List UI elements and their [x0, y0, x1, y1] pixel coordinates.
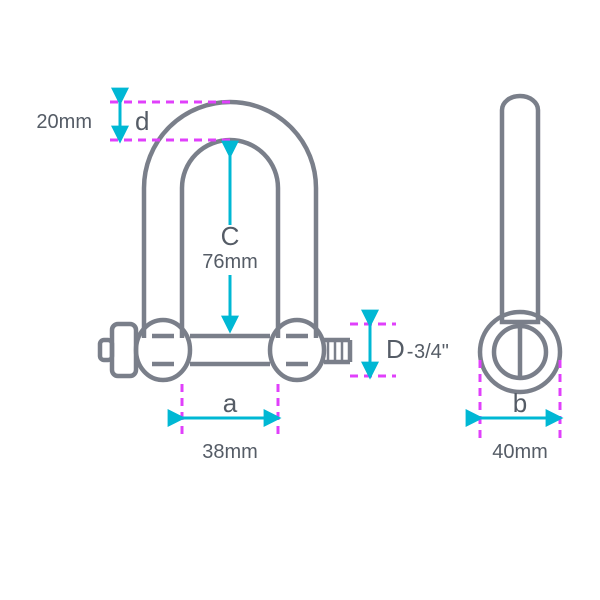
eye-left [136, 320, 190, 380]
dim-a-value: 38mm [202, 441, 258, 463]
side-view: b 40mm [480, 96, 560, 463]
dim-a-label: a [223, 388, 238, 418]
pin-nub [100, 340, 112, 360]
dim-b-value: 40mm [492, 441, 548, 463]
front-view: 20mm d C 76mm D- 3/4" a 38mm [36, 102, 448, 463]
dim-D-value: 3/4" [414, 341, 449, 363]
pin-thread [324, 340, 350, 362]
shackle-diagram: 20mm d C 76mm D- 3/4" a 38mm [0, 0, 600, 600]
dim-C-label: C [221, 221, 240, 251]
side-shaft [502, 96, 538, 322]
dim-d-label: d [135, 106, 149, 136]
dim-D-label: D- [386, 334, 413, 364]
eye-right [270, 320, 324, 380]
pin-head [112, 324, 136, 376]
dim-a: a 38mm [182, 384, 278, 463]
dim-D: D- 3/4" [350, 324, 449, 376]
dim-C: C 76mm [202, 155, 258, 330]
dim-d-value: 20mm [36, 111, 92, 133]
dim-C-value: 76mm [202, 251, 258, 273]
dim-b-label: b [513, 388, 527, 418]
